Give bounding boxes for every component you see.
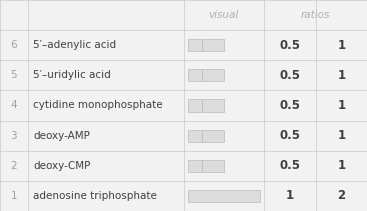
Text: 1: 1 <box>337 39 345 52</box>
Text: 0.5: 0.5 <box>279 159 301 172</box>
Text: ratios: ratios <box>301 10 330 20</box>
Bar <box>201 130 224 142</box>
Bar <box>201 69 224 81</box>
Bar <box>188 39 201 51</box>
Bar <box>188 69 201 81</box>
Text: 0.5: 0.5 <box>279 69 301 82</box>
Bar <box>201 99 224 112</box>
Text: 0.5: 0.5 <box>279 99 301 112</box>
Bar <box>201 39 224 51</box>
Text: 5: 5 <box>10 70 17 80</box>
Text: 3: 3 <box>10 131 17 141</box>
Text: adenosine triphosphate: adenosine triphosphate <box>33 191 157 201</box>
Text: 0.5: 0.5 <box>279 39 301 52</box>
Text: deoxy-CMP: deoxy-CMP <box>33 161 90 171</box>
Text: 1: 1 <box>10 191 17 201</box>
Text: 2: 2 <box>10 161 17 171</box>
Text: 1: 1 <box>337 159 345 172</box>
Text: 5′–uridylic acid: 5′–uridylic acid <box>33 70 111 80</box>
Text: 4: 4 <box>10 100 17 111</box>
Text: 1: 1 <box>337 99 345 112</box>
Bar <box>188 190 260 202</box>
Text: 5′–adenylic acid: 5′–adenylic acid <box>33 40 116 50</box>
Text: 2: 2 <box>337 189 345 202</box>
Text: 1: 1 <box>286 189 294 202</box>
Text: 1: 1 <box>337 129 345 142</box>
Text: cytidine monophosphate: cytidine monophosphate <box>33 100 163 111</box>
Bar <box>188 99 201 112</box>
Text: 6: 6 <box>10 40 17 50</box>
Bar <box>188 160 201 172</box>
Text: 0.5: 0.5 <box>279 129 301 142</box>
Bar <box>201 160 224 172</box>
Text: visual: visual <box>209 10 239 20</box>
Bar <box>188 130 201 142</box>
Text: 1: 1 <box>337 69 345 82</box>
Text: deoxy-AMP: deoxy-AMP <box>33 131 90 141</box>
